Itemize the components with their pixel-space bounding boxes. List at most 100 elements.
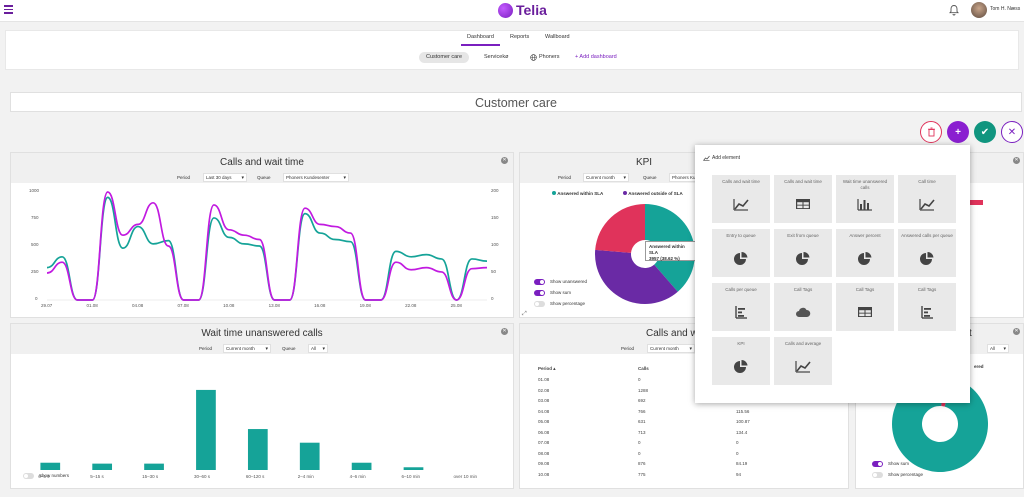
dashboard-phoners[interactable]: Phoners <box>539 54 560 60</box>
show-sum-label: Show sum <box>888 461 910 466</box>
tab-dashboard[interactable]: Dashboard <box>461 34 500 46</box>
wait-time-bar-chart <box>40 389 424 470</box>
dashboard-serviceko[interactable]: Servicekø <box>484 54 509 60</box>
queue-select[interactable]: Phoners Kundesenter <box>283 173 349 182</box>
show-sum-toggle[interactable] <box>872 461 883 467</box>
avatar[interactable] <box>971 2 987 18</box>
period-label: Period <box>558 175 572 180</box>
kpi-tooltip: Answered within SLA 3957 (38.62 %) <box>645 241 697 261</box>
element-card[interactable]: Calls and wait time <box>774 175 832 223</box>
show-sum-toggle[interactable] <box>534 290 545 296</box>
element-card[interactable]: Answered calls per queue <box>898 229 956 277</box>
show-percentage-toggle[interactable] <box>534 301 545 307</box>
element-card-label: Call time <box>918 179 936 184</box>
element-card[interactable]: Exit from queue <box>774 229 832 277</box>
tab-wallboard[interactable]: Wallboard <box>545 34 570 40</box>
add-element-button[interactable]: + <box>947 121 969 143</box>
y-tick: 500 <box>31 242 39 247</box>
close-icon: ✕ <box>1007 126 1017 138</box>
table-cell: 01.08 <box>538 377 550 382</box>
x-tick-label: 16.08 <box>314 303 326 308</box>
period-select[interactable]: Current month <box>223 344 271 353</box>
trash-icon <box>927 127 935 137</box>
show-numbers-toggle[interactable] <box>23 473 34 479</box>
element-card-label: Answer percent <box>849 233 881 238</box>
element-card[interactable]: KPI <box>712 337 770 385</box>
dashboard-customer-care[interactable]: Customer care <box>419 52 470 63</box>
x-tick-label: 2–4 min <box>297 474 314 479</box>
bar-chart-icon <box>857 199 872 211</box>
add-dashboard-link[interactable]: + Add dashboard <box>575 54 617 60</box>
x-tick-label: 29.07 <box>41 303 53 308</box>
show-unanswered-toggle[interactable] <box>534 279 545 285</box>
cancel-button[interactable]: ✕ <box>1001 121 1023 143</box>
column-header-period[interactable]: Period ▴ <box>538 366 556 371</box>
queue-label: Queue <box>643 175 657 180</box>
add-element-title: Add element <box>712 155 741 161</box>
period-select[interactable]: Last 30 days <box>203 173 247 182</box>
bar[interactable] <box>196 389 216 470</box>
page-title[interactable]: Customer care <box>475 96 557 110</box>
bar[interactable] <box>351 462 372 470</box>
kpi-slice-2[interactable] <box>595 249 678 304</box>
table-cell: 08.08 <box>538 450 550 456</box>
kpi-slice-3[interactable] <box>595 204 645 253</box>
table-icon <box>796 199 810 209</box>
queue-select[interactable]: All <box>987 344 1009 353</box>
x-tick-label: 13.08 <box>268 303 280 308</box>
x-tick-label: 19.08 <box>359 303 371 308</box>
element-card[interactable]: Call Tags <box>898 283 956 331</box>
period-select[interactable]: Current month <box>583 173 629 182</box>
element-card[interactable]: Calls per queue <box>712 283 770 331</box>
close-widget-icon[interactable]: ✕ <box>1013 328 1020 335</box>
table-cell: 84.19 <box>736 461 748 466</box>
resize-handle-icon[interactable]: ⤢ <box>522 311 527 317</box>
widget-title: KPI <box>635 157 653 168</box>
series-line-2 <box>46 191 488 301</box>
delete-button[interactable] <box>920 121 942 143</box>
close-widget-icon[interactable]: ✕ <box>501 328 508 335</box>
queue-select[interactable]: All <box>308 344 328 353</box>
table-cell: 692 <box>638 398 646 403</box>
table-cell: 04.08 <box>538 408 550 414</box>
save-button[interactable]: ✔ <box>974 121 996 143</box>
element-card[interactable]: Calls and wait time <box>712 175 770 223</box>
element-card[interactable]: Call time <box>898 175 956 223</box>
period-select[interactable]: Current month <box>647 344 695 353</box>
user-name[interactable]: Tom H. Næss <box>990 6 1021 12</box>
menu-icon[interactable] <box>4 5 13 14</box>
element-card[interactable]: Call Tags <box>774 283 832 331</box>
element-card[interactable]: Answer percent <box>836 229 894 277</box>
bar[interactable] <box>299 442 320 470</box>
y2-tick: 200 <box>491 188 499 193</box>
bar[interactable] <box>92 463 113 470</box>
bar[interactable] <box>247 429 268 470</box>
pie-chart-icon <box>734 359 748 373</box>
table-cell: 0 <box>736 450 739 456</box>
element-card[interactable]: Entry to queue <box>712 229 770 277</box>
table-cell: 1288 <box>638 387 649 393</box>
close-widget-icon[interactable]: ✕ <box>501 157 508 164</box>
bar[interactable] <box>40 462 61 470</box>
close-widget-icon[interactable]: ✕ <box>1013 157 1020 164</box>
bar[interactable] <box>144 463 164 470</box>
table-cell: 775 <box>638 471 646 477</box>
tab-reports[interactable]: Reports <box>510 34 530 40</box>
table-cell: 0 <box>638 377 641 382</box>
widget-title: Calls and wait time <box>220 157 304 168</box>
element-card[interactable]: Call Tags <box>836 283 894 331</box>
show-percentage-toggle[interactable] <box>872 472 883 478</box>
plus-icon: + <box>955 126 961 138</box>
element-card-label: Calls per queue <box>725 287 757 292</box>
element-card[interactable]: Wait time unanswered calls <box>836 175 894 223</box>
pie-chart-icon <box>920 251 934 265</box>
bell-icon[interactable] <box>948 4 960 16</box>
column-header-calls[interactable]: Calls <box>638 366 649 371</box>
y-tick: 0 <box>35 296 38 301</box>
telia-logo-mark <box>498 2 513 18</box>
tooltip-value: 3957 (38.62 %) <box>649 256 680 261</box>
element-card[interactable]: Calls and average <box>774 337 832 385</box>
table-cell: 0 <box>638 440 641 445</box>
bar[interactable] <box>403 467 424 470</box>
table-cell: 115.56 <box>736 408 750 414</box>
